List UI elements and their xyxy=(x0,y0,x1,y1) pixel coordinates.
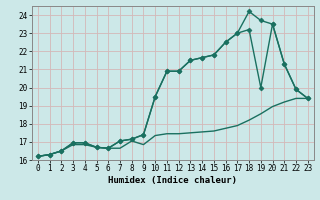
X-axis label: Humidex (Indice chaleur): Humidex (Indice chaleur) xyxy=(108,176,237,185)
